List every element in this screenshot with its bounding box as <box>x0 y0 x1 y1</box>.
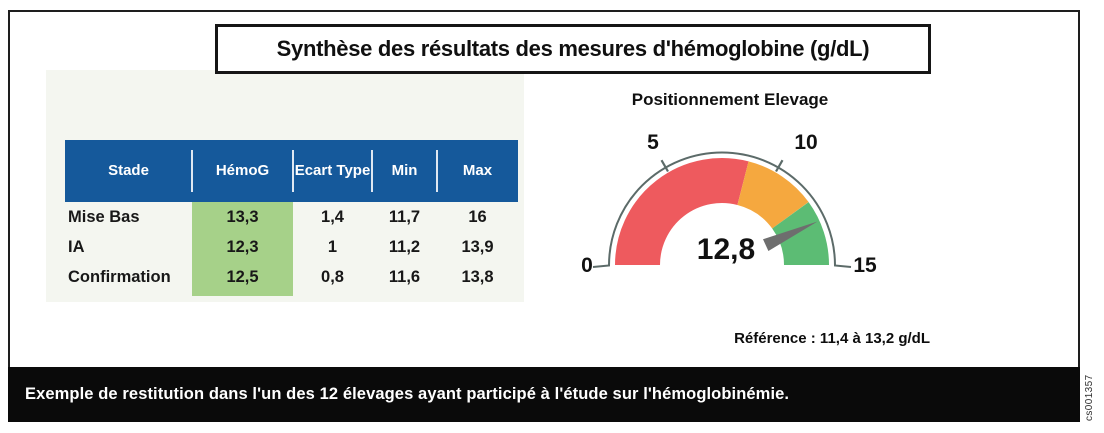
gauge-outline <box>592 151 852 268</box>
cell-min: 11,7 <box>388 207 421 226</box>
gauge-value: 12,8 <box>697 233 755 266</box>
figure-code: cs001357 <box>1084 374 1095 421</box>
reference-note: Référence : 11,4 à 13,2 g/dL <box>734 330 930 347</box>
gauge-label-10: 10 <box>794 131 817 154</box>
col-header-max: Max <box>436 140 518 202</box>
hemog-column-highlight-tail <box>192 292 293 296</box>
cell-ecart-type: 1,4 <box>321 207 344 226</box>
col-header-min: Min <box>371 140 437 202</box>
results-table: Stade HémoG Ecart Type Min Max Mise Bas … <box>65 140 518 292</box>
cell-hemog: 13,3 <box>192 202 293 232</box>
cell-ecart-type: 1 <box>327 237 338 256</box>
gauge-segment-green <box>771 202 830 266</box>
col-header-ecart-type: Ecart Type <box>292 140 372 202</box>
table-row: Mise Bas 13,3 1,4 11,7 16 <box>65 202 518 232</box>
cell-ecart-type: 0,8 <box>321 267 344 286</box>
table-row: IA 12,3 1 11,2 13,9 <box>65 232 518 262</box>
cell-max: 13,9 <box>461 237 494 256</box>
gauge-label-15: 15 <box>853 254 877 277</box>
gauge-segment-orange <box>736 161 809 230</box>
gauge-segment-red <box>615 158 749 266</box>
figure-title-box: Synthèse des résultats des mesures d'hém… <box>215 24 931 74</box>
cell-min: 11,6 <box>388 267 421 286</box>
cell-max: 16 <box>468 207 487 226</box>
gauge-chart: 0 5 10 15 12,8 <box>581 131 877 277</box>
gauge-title: Positionnement Elevage <box>631 90 829 109</box>
cell-min: 11,2 <box>388 237 421 256</box>
cell-stade: Confirmation <box>68 267 171 286</box>
figure-title: Synthèse des résultats des mesures d'hém… <box>276 36 870 61</box>
cell-max: 13,8 <box>461 267 494 286</box>
col-header-hemog: HémoG <box>191 140 293 202</box>
cell-hemog: 12,3 <box>192 232 293 262</box>
gauge-label-0: 0 <box>581 254 593 277</box>
col-header-stade: Stade <box>108 162 149 180</box>
gauge-needle <box>763 221 818 251</box>
cell-stade: IA <box>68 237 85 256</box>
table-header-row: Stade HémoG Ecart Type Min Max <box>65 140 518 202</box>
footer-bar: Exemple de restitution dans l'un des 12 … <box>8 367 1080 422</box>
table-row: Confirmation 12,5 0,8 11,6 13,8 <box>65 262 518 292</box>
gauge-tick-10 <box>775 159 784 173</box>
cell-stade: Mise Bas <box>68 207 140 226</box>
gauge-label-5: 5 <box>647 131 659 154</box>
gauge-tick-5 <box>660 159 669 173</box>
cell-hemog: 12,5 <box>192 262 293 292</box>
footer-text: Exemple de restitution dans l'un des 12 … <box>25 385 790 403</box>
